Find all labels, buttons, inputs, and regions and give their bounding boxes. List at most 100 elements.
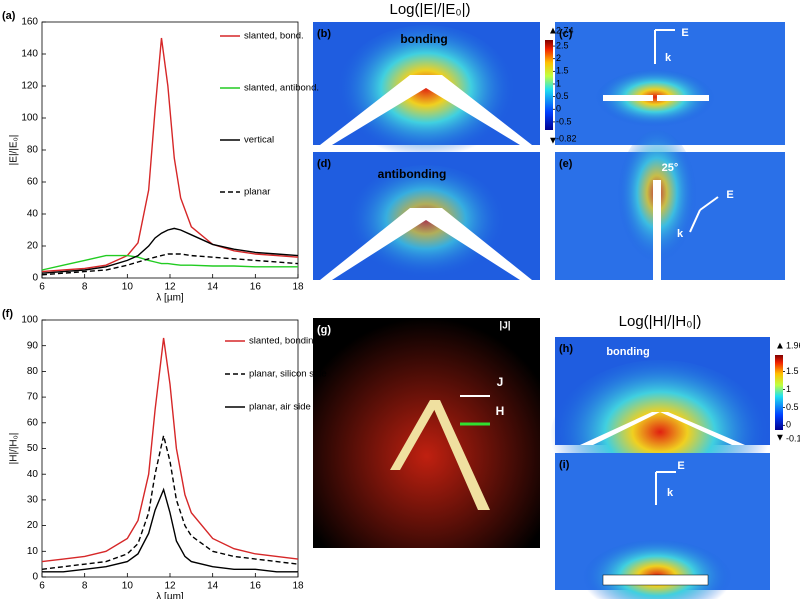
x-tick-label: 18 [292,282,304,293]
colorbar-tick-label: 0 [786,420,791,430]
colorbar-tick-label: 0 [556,104,561,114]
legend-label: slanted, bonding [249,336,319,347]
panel-label: (e) [559,158,573,170]
annotation: E [681,27,688,39]
y-tick-label: 0 [32,273,38,284]
y-tick-label: 140 [21,49,38,60]
panel-label: (d) [317,158,331,170]
x-tick-label: 8 [82,581,88,592]
y-tick-label: 60 [27,177,39,188]
annotation: bonding [400,32,447,46]
panel-label: (g) [317,324,331,336]
annotation: J [497,375,504,389]
colorbar-min: -0.82 [556,133,577,143]
x-tick-label: 16 [250,581,262,592]
y-tick-label: 20 [27,520,39,531]
panel-label: (i) [559,459,570,471]
x-tick-label: 6 [39,282,45,293]
panel-label: (a) [2,10,16,22]
colorbar-max: 2.74 [556,25,574,35]
legend-label: planar [244,187,270,198]
x-tick-label: 12 [164,581,176,592]
legend-label: planar, silicon side [249,369,327,380]
annotation: bonding [606,346,649,358]
annotation: E [677,460,684,472]
y-tick-label: 100 [21,113,38,124]
y-tick-label: 80 [27,366,39,377]
arrow-up: ▲ [548,26,558,37]
colorbar-tick-label: -0.5 [556,116,572,126]
colorbar-tick-label: 1 [556,78,561,88]
y-tick-label: 120 [21,81,38,92]
y-tick-label: 60 [27,417,39,428]
x-tick-label: 14 [207,581,219,592]
y-tick-label: 50 [27,443,39,454]
colorbar-max: 1.96 [786,340,800,350]
y-tick-label: 160 [21,17,38,28]
y-axis-label: |E|/|E₀| [9,135,20,166]
map-backgrounds: ▲ ▼ ▲ ▼ [313,22,785,604]
colorbar-tick-label: 0.5 [556,91,569,101]
legend-label: vertical [244,135,274,146]
annotation: |J| [499,321,510,332]
arrow [699,196,719,211]
annotation: E [726,189,733,201]
y-tick-label: 10 [27,546,39,557]
panel-label: (f) [2,308,13,320]
colorbar-tick-label: 2.5 [556,40,569,50]
series-line [41,37,299,273]
x-tick-label: 10 [122,581,134,592]
x-axis-label: λ [µm] [156,293,184,304]
x-tick-label: 6 [39,581,45,592]
h-title: Log(|H|/|H₀|) [619,313,702,330]
annotation: k [667,487,674,499]
colorbar-tick-label: 2 [556,53,561,63]
y-tick-label: 70 [27,392,39,403]
colorbar-tick-label: 1.5 [786,366,799,376]
colorbar-tick-label: 1 [786,384,791,394]
x-tick-label: 18 [292,581,304,592]
annotation: 25° [662,162,679,174]
x-axis-label: λ [µm] [156,592,184,599]
arrow-up: ▲ [775,341,785,352]
colorbar-min: -0.13 [786,433,800,443]
annotation: k [665,52,672,64]
plot-frame [41,21,299,279]
y-tick-label: 30 [27,495,39,506]
legend-label: planar, air side [249,402,311,413]
x-tick-label: 14 [207,282,219,293]
legend-label: slanted, bond. [244,31,304,42]
arrow-down: ▼ [548,136,558,147]
plot-frame [41,319,299,578]
y-tick-label: 40 [27,209,39,220]
panel-label: (c) [559,28,573,40]
x-tick-label: 16 [250,282,262,293]
x-tick-label: 8 [82,282,88,293]
x-tick-label: 10 [122,282,134,293]
y-tick-label: 100 [21,315,38,326]
colorbar-tick-label: 0.5 [786,402,799,412]
panel-label: (h) [559,343,573,355]
series-line [41,253,299,276]
series-line [41,435,299,570]
annotation: k [677,228,684,240]
colorbar-tick-label: 1.5 [556,66,569,76]
y-tick-label: 20 [27,241,39,252]
y-tick-label: 90 [27,340,39,351]
e-title: Log(|E|/|E₀|) [389,1,470,18]
y-tick-label: 80 [27,145,39,156]
annotation: antibonding [378,167,447,181]
series-line [42,487,298,573]
panel-label: (b) [317,28,331,40]
annotation: H [496,404,505,418]
legend-label: slanted, antibond. [244,83,319,94]
y-tick-label: 0 [32,572,38,583]
arrow-down: ▼ [775,433,785,444]
arrow [689,209,701,233]
series-line [41,337,299,563]
series-line [41,254,298,271]
y-tick-label: 40 [27,469,39,480]
x-tick-label: 12 [164,282,176,293]
y-axis-label: |H|/|H₀| [9,433,20,465]
